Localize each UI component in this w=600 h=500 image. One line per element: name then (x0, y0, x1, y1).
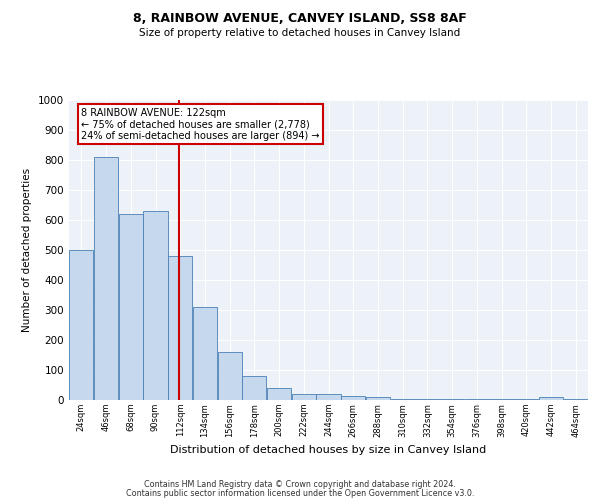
Bar (341, 396, 365, 400)
Bar (316, 394, 341, 400)
Bar (391, 398, 415, 400)
Y-axis label: Number of detached properties: Number of detached properties (22, 168, 32, 332)
Text: 8, RAINBOW AVENUE, CANVEY ISLAND, SS8 8AF: 8, RAINBOW AVENUE, CANVEY ISLAND, SS8 8A… (133, 12, 467, 26)
Bar (514, 398, 538, 400)
X-axis label: Distribution of detached houses by size in Canvey Island: Distribution of detached houses by size … (170, 445, 487, 455)
Bar (143, 211, 167, 400)
Bar (465, 398, 489, 400)
Bar (218, 352, 242, 400)
Bar (242, 376, 266, 400)
Bar (292, 394, 316, 400)
Text: Contains public sector information licensed under the Open Government Licence v3: Contains public sector information licen… (126, 489, 474, 498)
Bar (94, 157, 118, 400)
Text: Size of property relative to detached houses in Canvey Island: Size of property relative to detached ho… (139, 28, 461, 38)
Text: Contains HM Land Registry data © Crown copyright and database right 2024.: Contains HM Land Registry data © Crown c… (144, 480, 456, 489)
Bar (267, 388, 291, 400)
Bar (539, 397, 563, 400)
Bar (490, 398, 514, 400)
Text: 8 RAINBOW AVENUE: 122sqm
← 75% of detached houses are smaller (2,778)
24% of sem: 8 RAINBOW AVENUE: 122sqm ← 75% of detach… (82, 108, 320, 140)
Bar (168, 256, 192, 400)
Bar (563, 398, 588, 400)
Bar (119, 214, 143, 400)
Bar (69, 250, 94, 400)
Bar (366, 397, 390, 400)
Bar (415, 398, 439, 400)
Bar (193, 307, 217, 400)
Bar (440, 398, 464, 400)
